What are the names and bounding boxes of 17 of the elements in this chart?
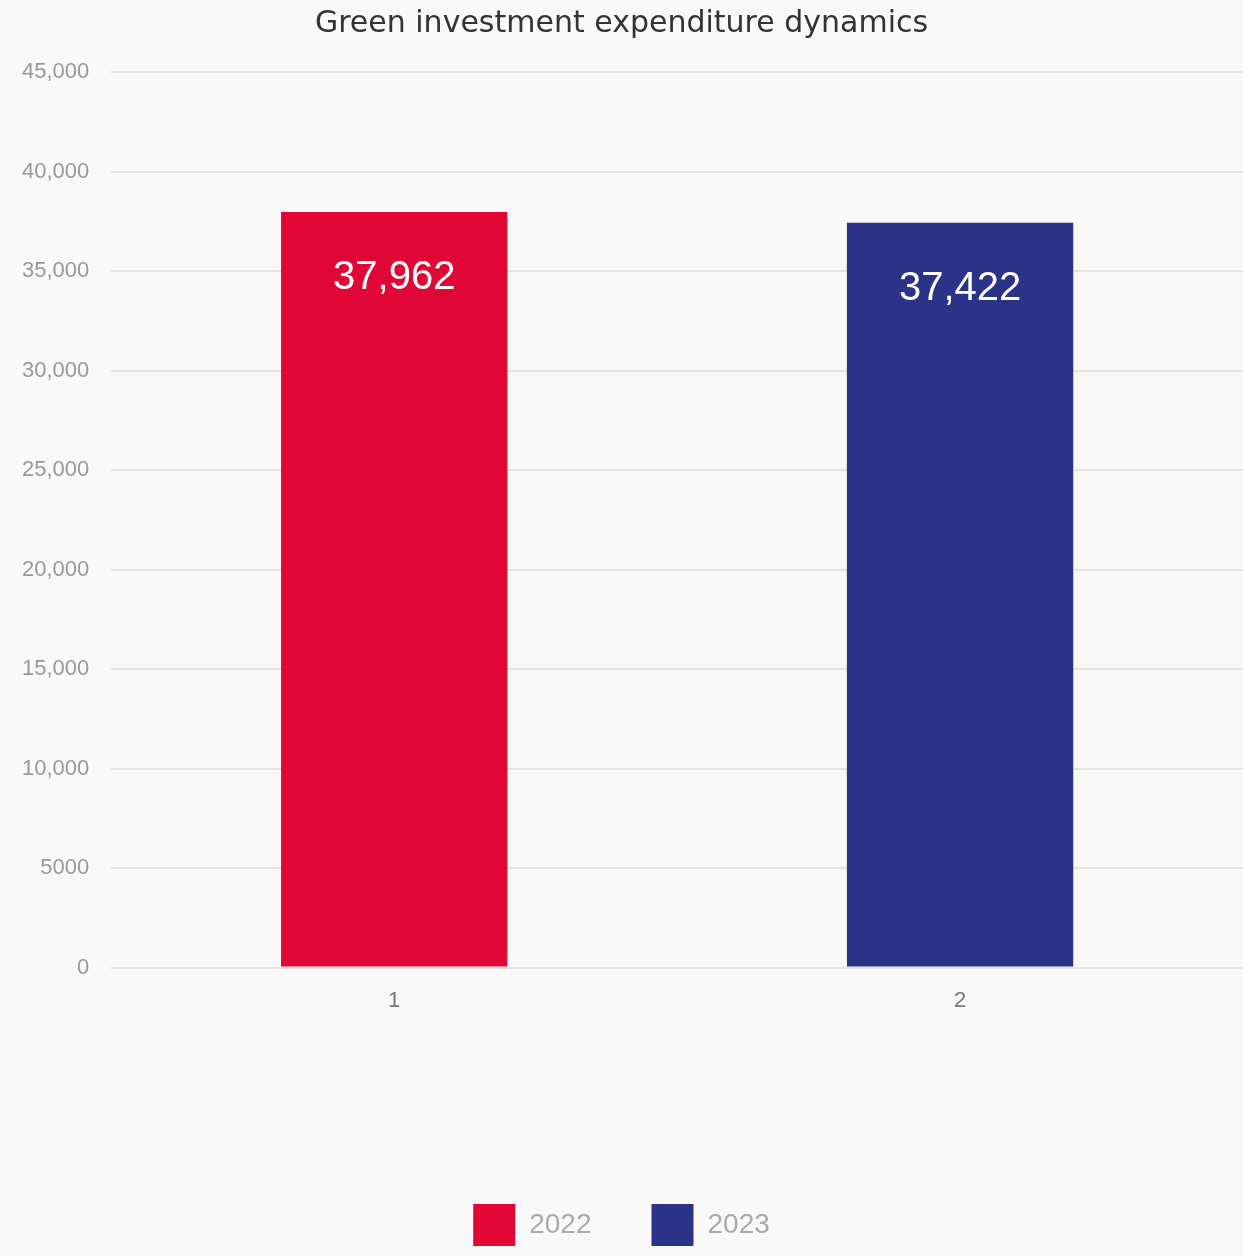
y-tick-label: 25,000 xyxy=(21,456,90,482)
y-tick-label: 15,000 xyxy=(21,655,90,681)
y-tick-label: 10,000 xyxy=(21,754,90,780)
y-tick-label: 40,000 xyxy=(21,157,90,183)
chart-title: Green investment expenditure dynamics xyxy=(314,3,929,39)
y-tick-label: 20,000 xyxy=(21,555,90,581)
legend-label: 2023 xyxy=(707,1207,770,1239)
legend-label: 2022 xyxy=(529,1207,592,1239)
y-tick-label: 5000 xyxy=(40,854,90,880)
x-tick-label: 1 xyxy=(388,986,401,1012)
y-tick-label: 35,000 xyxy=(21,257,90,283)
data-label: 37,422 xyxy=(898,263,1022,308)
y-tick-label: 45,000 xyxy=(21,58,90,84)
data-label: 37,962 xyxy=(333,253,456,298)
y-tick-label: 30,000 xyxy=(21,356,90,382)
y-tick-label: 0 xyxy=(77,953,90,979)
x-tick-label: 2 xyxy=(953,986,967,1012)
